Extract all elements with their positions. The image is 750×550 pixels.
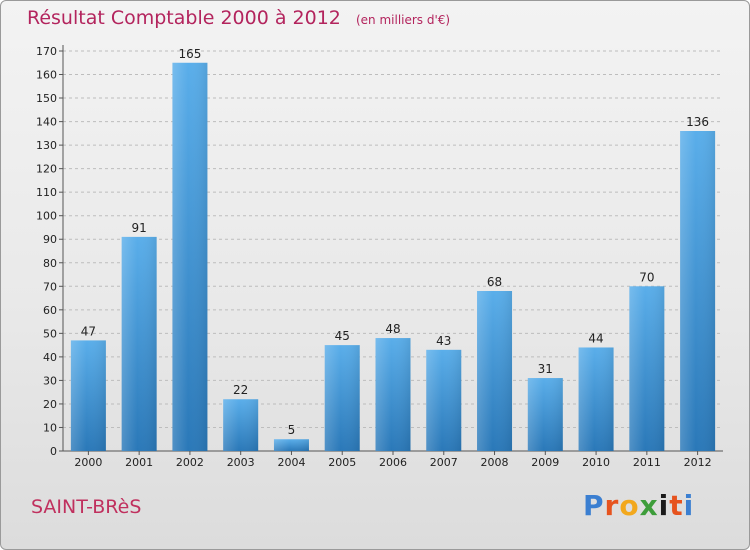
y-tick-label: 10	[43, 421, 57, 434]
data-label: 5	[288, 423, 296, 437]
bar-shine	[477, 291, 513, 451]
data-label: 68	[487, 275, 502, 289]
y-tick-label: 150	[36, 92, 57, 105]
bar-shine	[121, 236, 157, 451]
x-tick-label: 2011	[633, 456, 661, 469]
data-label: 136	[686, 115, 709, 129]
y-tick-label: 120	[36, 163, 57, 176]
title-unit: (en milliers d'€)	[355, 13, 451, 27]
chart-title: Résultat Comptable 2000 à 2012 (en milli…	[27, 7, 450, 29]
x-tick-label: 2009	[531, 456, 559, 469]
data-label: 165	[178, 47, 201, 61]
x-tick-label: 2002	[176, 456, 204, 469]
y-tick-label: 80	[43, 257, 57, 270]
logo-letter: i	[683, 489, 695, 522]
x-tick-label: 2006	[379, 456, 407, 469]
bar-shine	[680, 131, 716, 451]
x-tick-label: 2007	[430, 456, 458, 469]
y-tick-label: 20	[43, 398, 57, 411]
data-label: 91	[132, 221, 147, 235]
x-tick-label: 2003	[227, 456, 255, 469]
x-tick-label: 2000	[74, 456, 102, 469]
logo-letter: t	[669, 489, 684, 522]
y-tick-label: 110	[36, 186, 57, 199]
data-label: 70	[639, 270, 654, 284]
y-tick-label: 30	[43, 374, 57, 387]
data-label: 43	[436, 334, 451, 348]
data-label: 47	[81, 324, 96, 338]
logo-letter: o	[619, 489, 640, 522]
bar-shine	[223, 399, 259, 451]
bar-shine	[172, 62, 208, 451]
bar-shine	[578, 347, 614, 451]
y-tick-label: 140	[36, 116, 57, 129]
y-tick-label: 70	[43, 280, 57, 293]
bar-shine	[324, 345, 360, 451]
data-label: 45	[335, 329, 350, 343]
data-label: 31	[538, 362, 553, 376]
y-tick-label: 130	[36, 139, 57, 152]
x-tick-label: 2004	[277, 456, 305, 469]
x-tick-label: 2005	[328, 456, 356, 469]
bar-shine	[273, 439, 309, 451]
y-tick-label: 40	[43, 351, 57, 364]
y-tick-label: 50	[43, 327, 57, 340]
data-label: 22	[233, 383, 248, 397]
x-tick-label: 2001	[125, 456, 153, 469]
x-tick-label: 2012	[684, 456, 712, 469]
data-label: 44	[588, 331, 603, 345]
bar-shine	[426, 349, 462, 451]
logo-letter: x	[639, 489, 659, 522]
data-label: 48	[385, 322, 400, 336]
bar-shine	[375, 338, 411, 451]
commune-name: SAINT-BRèS	[31, 496, 142, 518]
bar-shine	[527, 378, 563, 451]
y-tick-label: 0	[50, 445, 57, 458]
title-text: Résultat Comptable 2000 à 2012	[27, 7, 341, 29]
logo-letter: P	[583, 489, 605, 522]
bar-shine	[70, 340, 106, 451]
y-tick-label: 60	[43, 304, 57, 317]
logo-letter: r	[604, 489, 620, 522]
y-tick-label: 90	[43, 233, 57, 246]
bar-shine	[629, 286, 665, 451]
y-tick-label: 160	[36, 69, 57, 82]
proxiti-logo: Proxiti	[583, 489, 694, 522]
x-tick-label: 2010	[582, 456, 610, 469]
y-tick-label: 170	[36, 45, 57, 58]
logo-letter: i	[658, 489, 670, 522]
y-tick-label: 100	[36, 210, 57, 223]
x-tick-label: 2008	[481, 456, 509, 469]
